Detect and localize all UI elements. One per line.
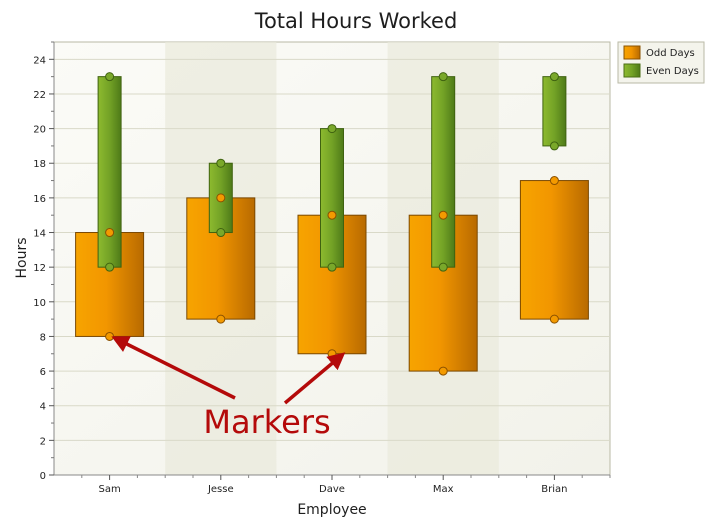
annotation-text: Markers [203,403,330,441]
x-tick-label-jesse: Jesse [207,484,234,495]
y-tick-label-4: 4 [40,402,46,413]
marker-even-days-max-low [438,262,448,272]
marker-odd-days-sam-high [105,228,115,238]
marker-odd-days-max-low [438,366,448,376]
legend-swatch-even-days [623,63,641,78]
marker-odd-days-sam-low [105,331,115,341]
marker-even-days-jesse-low [216,228,226,238]
marker-even-days-dave-high [327,124,337,134]
x-tick-label-dave: Dave [319,484,345,495]
marker-even-days-brian-low [549,141,559,151]
y-tick-label-6: 6 [40,367,46,378]
x-axis: Sam Jesse Dave Max Brian [54,474,611,495]
x-tick-label-max: Max [433,484,454,495]
annotation-arrow-sam [111,336,236,400]
annotation-arrow-dave [283,352,346,405]
marker-odd-days-dave-high [327,210,337,220]
marker-odd-days-jesse-high [216,193,226,203]
x-tick-label-brian: Brian [541,484,567,495]
marker-odd-days-dave-low [327,349,337,359]
annotation: Markers [111,336,346,441]
legend-label-even-days: Even Days [646,66,699,77]
marker-even-days-brian-high [549,72,559,82]
y-tick-label-10: 10 [33,298,46,309]
chart-title: Total Hours Worked [254,9,458,33]
y-tick-label-20: 20 [33,125,46,136]
marker-odd-days-max-high [438,210,448,220]
bar-even-days-dave [320,128,344,268]
marker-odd-days-brian-low [549,314,559,324]
y-tick-label-24: 24 [33,55,46,66]
y-axis-title: Hours [14,237,30,278]
bar-even-days-brian [542,76,567,147]
x-tick-label-sam: Sam [98,484,120,495]
marker-even-days-sam-low [105,262,115,272]
series-even-days [97,76,567,268]
y-tick-label-14: 14 [33,229,46,240]
bar-even-days-sam [97,76,122,268]
marker-even-days-sam-high [105,72,115,82]
y-tick-label-2: 2 [40,436,46,447]
legend-swatch-odd-days [623,45,641,60]
legend: Odd Days Even Days [617,41,705,84]
y-tick-label-8: 8 [40,332,46,343]
marker-even-days-max-high [438,72,448,82]
marker-even-days-jesse-high [216,158,226,168]
marker-odd-days-brian-high [549,176,559,186]
x-axis-title: Employee [297,502,366,518]
y-tick-label-22: 22 [33,90,46,101]
marker-even-days-dave-low [327,262,337,272]
y-tick-label-0: 0 [40,471,46,482]
legend-label-odd-days: Odd Days [646,48,695,59]
marker-odd-days-jesse-low [216,314,226,324]
bar-even-days-max [431,76,456,268]
y-tick-label-16: 16 [33,194,46,205]
bar-odd-days-brian [519,180,589,320]
markers [105,72,559,376]
y-tick-label-12: 12 [33,263,46,274]
y-tick-label-18: 18 [33,159,46,170]
